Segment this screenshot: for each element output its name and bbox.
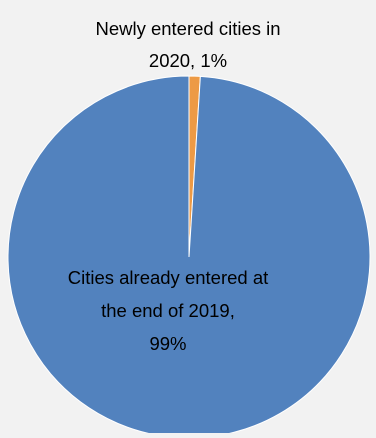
slice-label-newly-entered-line-1: Newly entered cities in [95, 18, 280, 39]
pie-slices [7, 75, 371, 438]
slice-label-already-entered-line-2: the end of 2019, [101, 300, 235, 321]
pie-slice-already-entered [7, 75, 371, 438]
slice-label-newly-entered-line-2: 2020, 1% [149, 50, 227, 71]
slice-label-already-entered-line-1: Cities already entered at [68, 267, 269, 288]
slice-label-already-entered-line-3: 99% [149, 333, 186, 354]
